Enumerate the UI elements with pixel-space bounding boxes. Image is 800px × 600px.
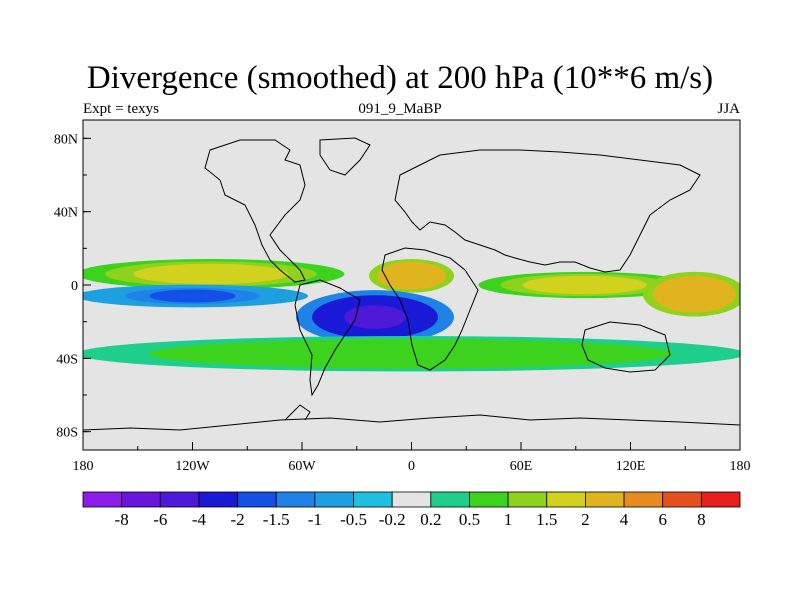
feature-contour: [149, 289, 236, 303]
case-label: 091_9_MaBP: [358, 101, 442, 117]
antarctica-coast: [83, 414, 740, 431]
y-tick-label: 80S: [56, 426, 78, 441]
y-tick-label: 0: [71, 279, 78, 294]
feature-contour: [161, 266, 261, 282]
colorbar-swatch: [121, 491, 161, 508]
y-tick-label: 40N: [54, 206, 78, 221]
colorbar: -8 -6 -4 -2 -1.5 -1 -0.5 -0.2 0.2 0.5 1 1.5 2 4 6 8: [82, 491, 741, 529]
x-tick-label: 60W: [288, 459, 316, 474]
feature-contour: [544, 277, 626, 293]
colorbar-label: -4: [192, 510, 207, 529]
colorbar-swatch: [314, 491, 354, 508]
africa-coast: [381, 247, 479, 371]
colorbar-label: 8: [697, 510, 706, 529]
colorbar-label: 6: [658, 510, 667, 529]
colorbar-label: -1: [308, 510, 322, 529]
colorbar-label: -0.5: [340, 510, 367, 529]
coastlines: [83, 137, 740, 431]
colorbar-label: -1.5: [263, 510, 290, 529]
colorbar-swatch: [507, 491, 548, 508]
colorbar-swatch: [275, 491, 316, 508]
x-tick-label: 120W: [175, 459, 210, 474]
colorbar-label: -6: [153, 510, 167, 529]
colorbar-label: 1: [504, 510, 513, 529]
colorbar-label: 1.5: [536, 510, 557, 529]
colorbar-swatch: [82, 491, 123, 508]
colorbar-label: 2: [581, 510, 590, 529]
colorbar-swatch: [353, 491, 393, 508]
colorbar-swatch: [585, 491, 625, 508]
south-america-coast: [294, 279, 361, 397]
north-america-coast: [204, 139, 306, 283]
greenland-coast: [319, 137, 371, 176]
x-tick-label: 180: [730, 459, 751, 474]
y-tick-label: 80N: [54, 132, 78, 147]
experiment-label: Expt = texys: [83, 101, 159, 117]
y-tick-label: 40S: [56, 352, 78, 367]
colorbar-swatch: [662, 491, 702, 508]
feature-contour: [293, 345, 530, 363]
colorbar-swatch: [469, 491, 509, 508]
map-field: [83, 120, 740, 450]
colorbar-label: 0.2: [420, 510, 441, 529]
colorbar-swatch: [546, 491, 586, 508]
plot-title: Divergence (smoothed) at 200 hPa (10**6 …: [86, 60, 714, 96]
colorbar-swatch: [623, 491, 664, 508]
colorbar-label: -2: [231, 510, 245, 529]
x-tick-label: 0: [408, 459, 415, 474]
colorbar-label: 0.5: [459, 510, 480, 529]
colorbar-swatch: [700, 491, 741, 508]
colorbar-swatch: [391, 491, 432, 508]
x-tick-label: 180: [73, 459, 94, 474]
colorbar-swatch: [159, 491, 200, 508]
x-tick-label: 60E: [510, 459, 533, 474]
colorbar-label: -8: [115, 510, 129, 529]
colorbar-label: 4: [620, 510, 629, 529]
colorbar-label: -0.2: [379, 510, 406, 529]
colorbar-swatch: [198, 491, 238, 508]
feature-contour: [393, 267, 430, 285]
x-tick-label: 120E: [616, 459, 646, 474]
y-axis: 80N 40N 0 40S 80S: [54, 132, 91, 441]
feature-contour: [672, 283, 716, 305]
x-axis: 180 120W 60W 0 60E 120E 180: [73, 442, 751, 474]
colorbar-swatch: [430, 491, 470, 508]
antarctic-peninsula-coast: [284, 404, 311, 421]
colorbar-swatch: [237, 491, 277, 508]
feature-contour: [344, 305, 406, 329]
australia-coast: [581, 321, 671, 373]
season-label: JJA: [717, 101, 740, 117]
eurasia-coast: [394, 149, 701, 273]
